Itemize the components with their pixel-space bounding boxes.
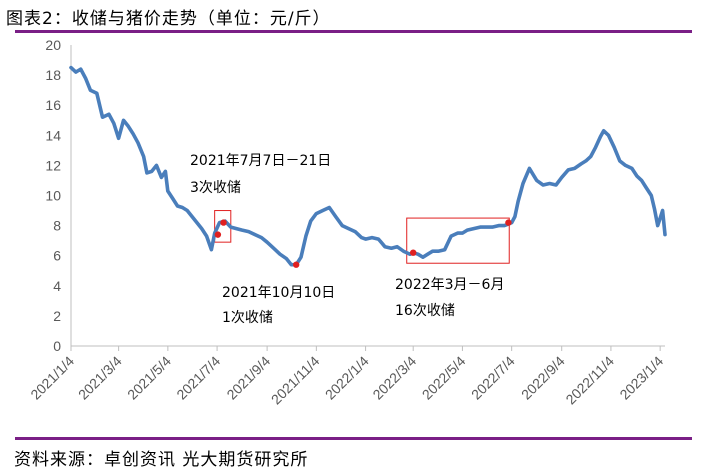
reserve-markers — [214, 219, 512, 268]
annotation-2021-jul-line1: 2021年7月7日－21日 — [190, 153, 331, 169]
y-tick-label: 20 — [45, 37, 61, 53]
y-tick-label: 8 — [53, 218, 61, 234]
x-tick-label: 2022/9/4 — [518, 353, 568, 403]
y-tick-label: 12 — [45, 157, 61, 173]
x-tick-label: 2022/1/4 — [322, 353, 372, 403]
x-tick-label: 2022/7/4 — [468, 353, 518, 403]
reserve-marker-point — [505, 219, 512, 226]
x-tick-label: 2021/11/4 — [268, 353, 323, 408]
y-tick-label: 10 — [45, 188, 61, 204]
y-tick-label: 16 — [45, 97, 61, 113]
x-tick-label: 2021/5/4 — [124, 353, 174, 403]
annotation-2021-oct-line2: 1次收储 — [222, 310, 273, 326]
x-tick-label: 2022/11/4 — [562, 353, 617, 408]
y-axis-ticks: 0 2 4 6 8 10 12 14 16 18 20 — [45, 37, 61, 354]
chart-title: 图表2：收储与猪价走势（单位：元/斤） — [6, 9, 331, 29]
x-tick-label: 2021/9/4 — [223, 353, 273, 403]
y-tick-label: 0 — [53, 338, 61, 354]
annotation-2022-mar-jun-line1: 2022年3月－6月 — [395, 277, 504, 293]
y-tick-label: 2 — [53, 308, 61, 324]
reserve-marker-point — [220, 219, 227, 226]
y-tick-label: 6 — [53, 248, 61, 264]
x-tick-label: 2022/5/4 — [419, 353, 469, 403]
x-tick-label: 2021/7/4 — [173, 353, 223, 403]
bottom-divider — [15, 437, 692, 440]
y-tick-label: 4 — [53, 278, 61, 294]
reserve-period-box — [406, 217, 510, 264]
y-tick-label: 14 — [45, 127, 61, 143]
pork-price-series-line — [69, 65, 667, 267]
annotation-2021-jul-line2: 3次收储 — [190, 180, 241, 196]
reserve-marker-point — [409, 249, 417, 256]
source-note: 资料来源：卓创资讯 光大期货研究所 — [14, 450, 309, 470]
axes — [70, 45, 665, 347]
annotation-2021-oct-line1: 2021年10月10日 — [222, 285, 335, 301]
reserve-marker-point — [292, 261, 300, 268]
annotation-2022-mar-jun-line2: 16次收储 — [395, 303, 455, 319]
x-tick-label: 2021/3/4 — [75, 353, 125, 403]
x-tick-label: 2023/1/4 — [616, 353, 666, 403]
y-tick-label: 18 — [45, 67, 61, 83]
x-tick-label: 2022/3/4 — [369, 353, 419, 403]
reserve-marker-point — [214, 231, 222, 238]
top-divider — [15, 30, 692, 33]
x-tick-label: 2021/1/4 — [27, 353, 77, 403]
